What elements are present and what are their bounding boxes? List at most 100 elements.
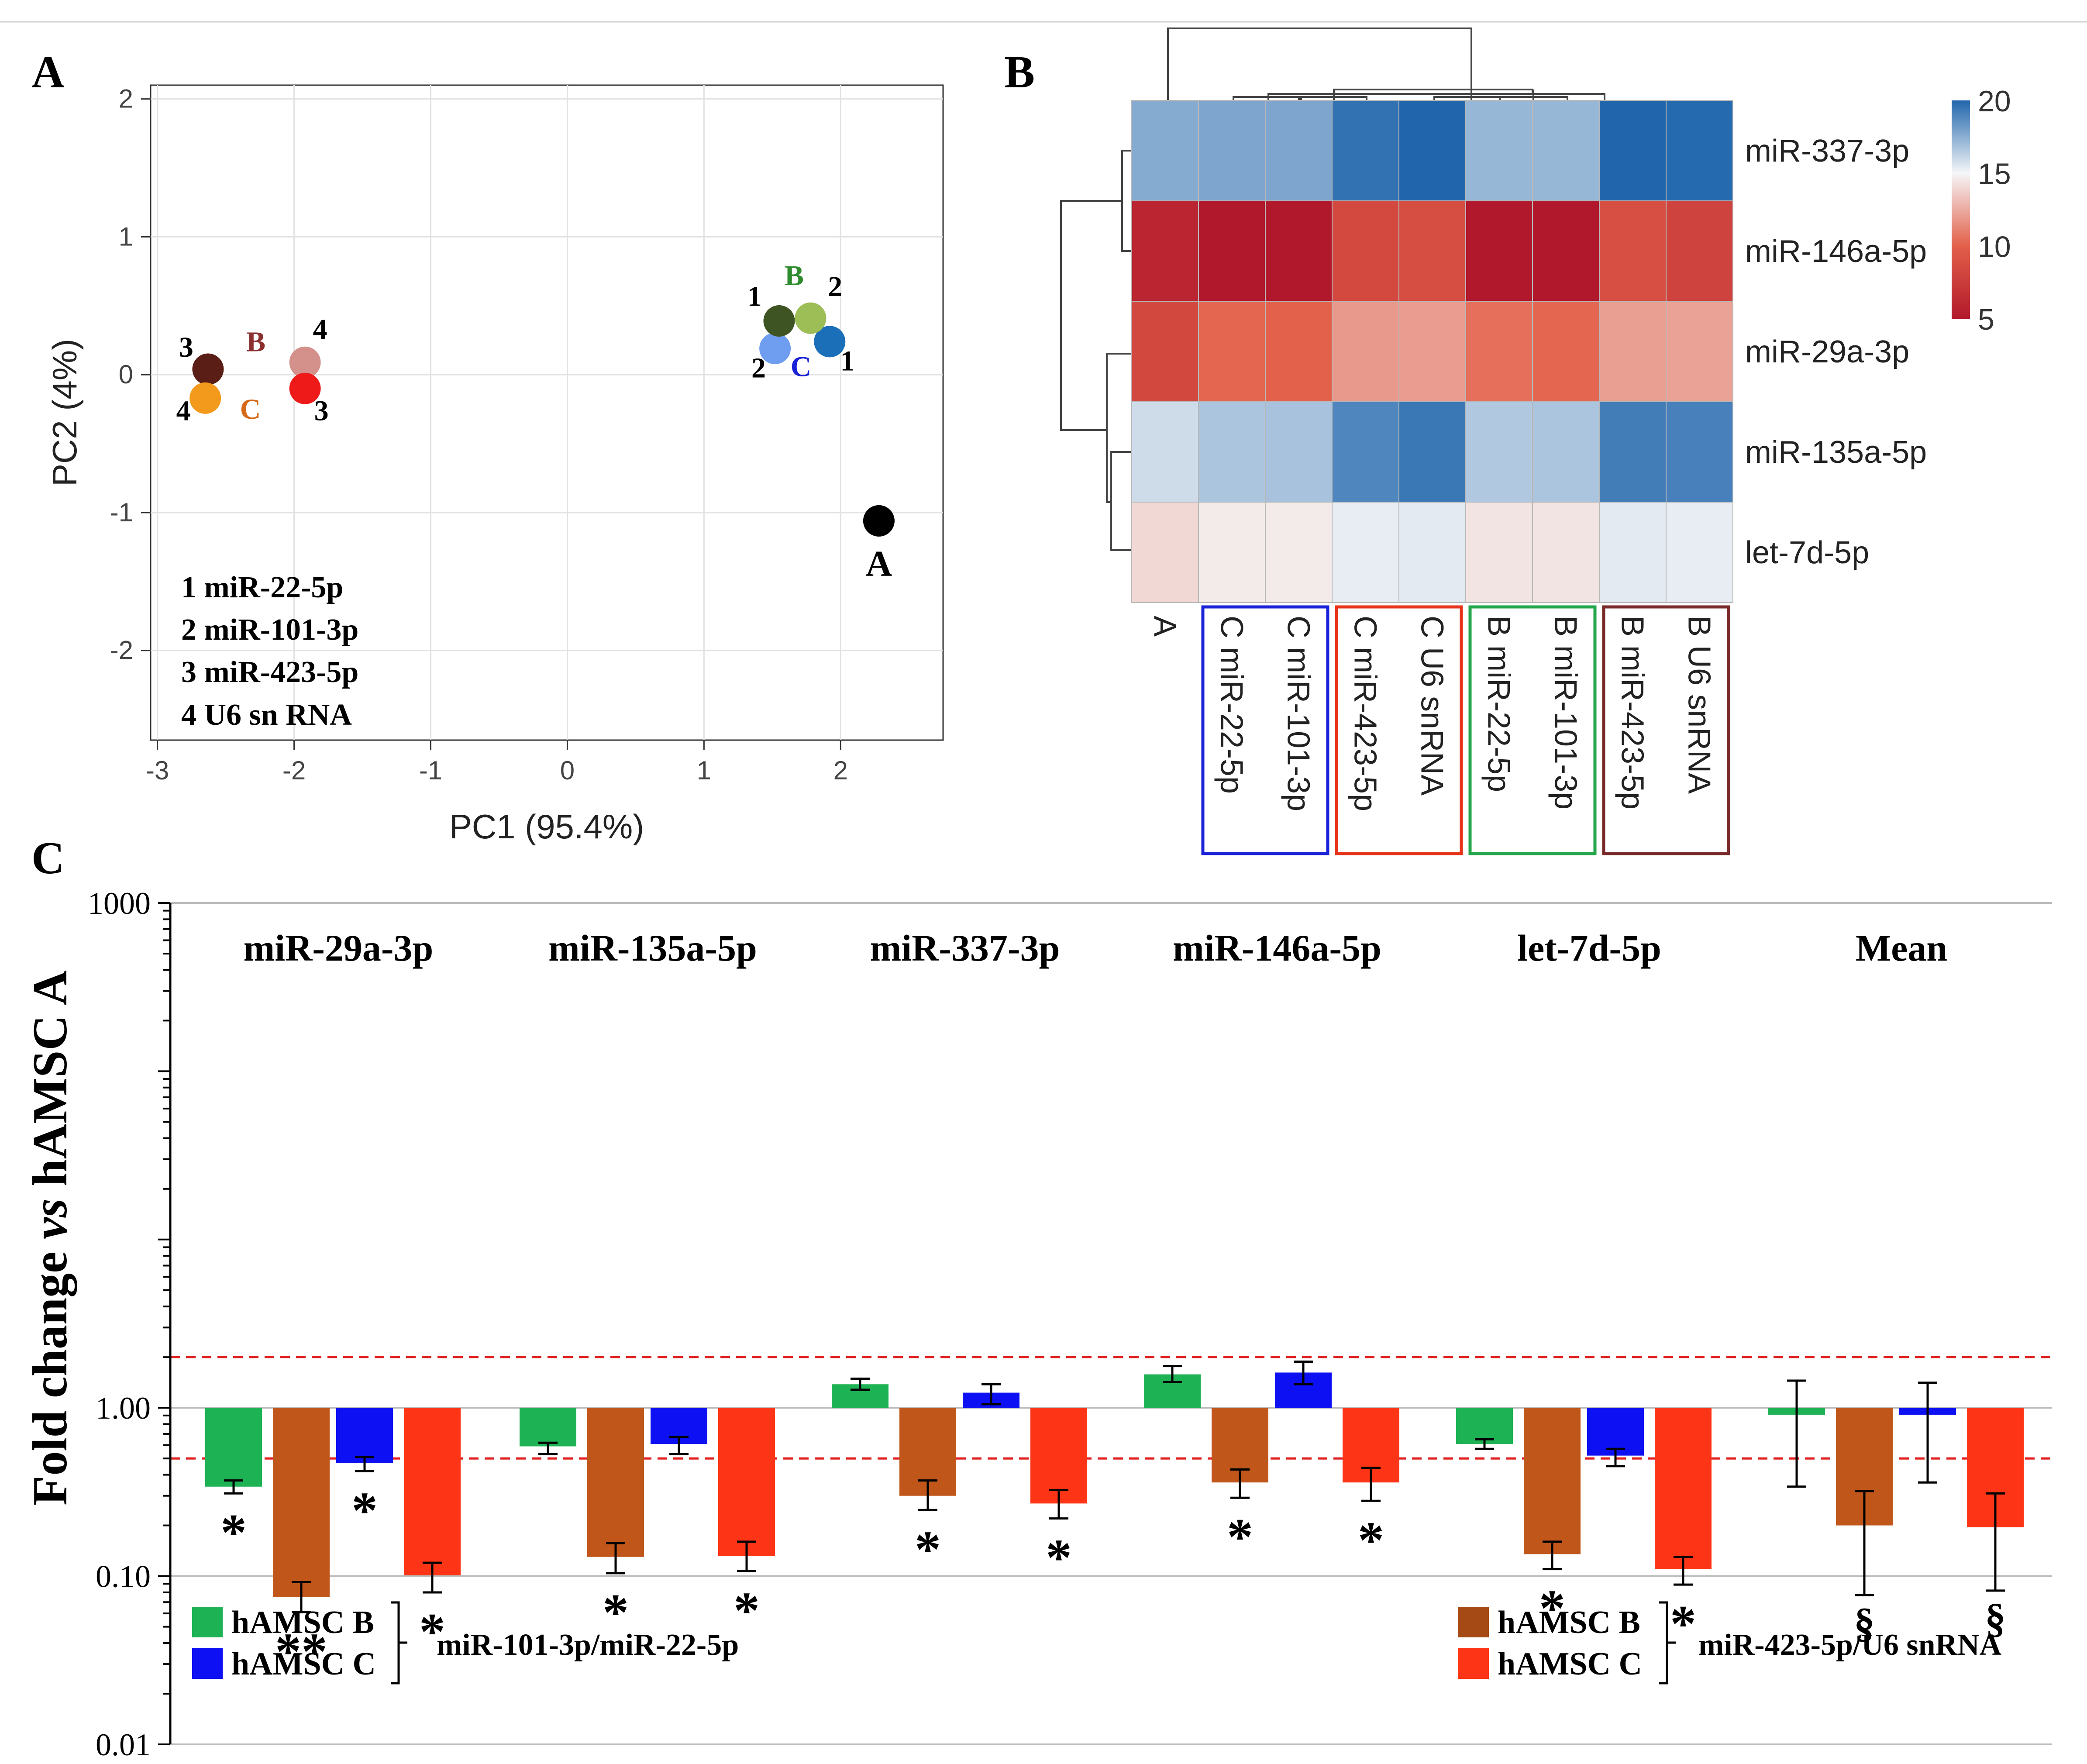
heatmap-cell <box>1332 301 1399 402</box>
bar <box>520 1408 576 1447</box>
colorbar-tick-label: 10 <box>1978 230 2011 263</box>
bar-series: ***** ** §** ** ** § <box>205 1361 2024 1680</box>
legend-group-label-left: miR-101-3p/miR-22-5p <box>437 1628 739 1662</box>
pca-x-tick-label: -2 <box>282 756 306 785</box>
heatmap-cell <box>1599 100 1667 201</box>
pca-x-tick-label: -3 <box>146 756 169 785</box>
pca-y-tick-label: 2 <box>119 84 133 114</box>
pca-annotation: 3 <box>314 395 329 427</box>
bar <box>1456 1408 1513 1444</box>
bar <box>205 1408 262 1487</box>
heatmap-cell <box>1332 502 1399 603</box>
heatmap-cell <box>1532 401 1600 503</box>
heatmap-column-label: A <box>1147 616 1182 637</box>
pca-annotation: 3 <box>179 331 193 363</box>
heatmap-group-box <box>1468 605 1597 855</box>
heatmap-cell <box>1666 401 1733 503</box>
bar-gridlines <box>170 902 2052 1745</box>
legend-label: hAMSC C <box>1498 1646 1642 1682</box>
heatmap-cells <box>1131 100 1733 603</box>
heatmap-row-label: miR-29a-3p <box>1745 334 1909 369</box>
bar <box>718 1408 775 1556</box>
heatmap-cell <box>1265 401 1333 503</box>
bar-legend: hAMSC B hAMSC C miR-101-3p/miR-22-5p hAM… <box>192 1601 2002 1685</box>
significance-mark: * <box>220 1503 247 1561</box>
significance-mark: * <box>1358 1511 1384 1569</box>
significance-mark: § <box>1985 1595 2006 1641</box>
pca-y-axis-label: PC2 (4%) <box>45 339 84 486</box>
bar-category-label: miR-29a-3p <box>244 927 434 969</box>
heatmap-cell <box>1465 502 1533 603</box>
heatmap-cell <box>1398 502 1466 603</box>
pca-x-axis-label: PC1 (95.4%) <box>449 807 644 846</box>
bar <box>1030 1408 1087 1504</box>
heatmap-cell <box>1599 502 1667 603</box>
legend-swatch-c-right <box>1458 1648 1489 1679</box>
legend-swatch-b-right <box>1458 1607 1489 1637</box>
bar <box>273 1408 330 1597</box>
pca-legend: 1 miR-22-5p 2 miR-101-3p 3 miR-423-5p 4 … <box>181 571 358 732</box>
heatmap-column-label: B U6 snRNA <box>1682 616 1717 794</box>
heatmap-cell <box>1131 301 1199 402</box>
legend-bracket-right <box>1659 1601 1676 1685</box>
pca-point <box>192 353 224 385</box>
pca-legend-item: 2 miR-101-3p <box>181 613 358 647</box>
pca-y-tick-label: 0 <box>119 360 133 389</box>
heatmap-cell <box>1599 301 1667 402</box>
bar-y-tick-label: 1000 <box>88 886 151 921</box>
heatmap-row-labels: miR-337-3p miR-146a-5p miR-29a-3p miR-135a-… <box>1745 134 1927 570</box>
bar-category-label: miR-337-3p <box>870 927 1060 969</box>
heatmap-cell <box>1666 301 1733 402</box>
pca-point <box>814 326 846 358</box>
heatmap-cell <box>1198 401 1266 503</box>
pca-point <box>189 382 221 414</box>
heatmap-row-label: let-7d-5p <box>1745 535 1869 570</box>
pca-annotation: C <box>791 351 812 382</box>
heatmap-cell <box>1265 200 1333 302</box>
bar <box>404 1408 461 1575</box>
heatmap-cell <box>1398 100 1466 201</box>
pca-y-tick-label: 1 <box>119 222 133 251</box>
pca-annotation: 4 <box>176 395 191 427</box>
heatmap-column-group-boxes <box>1201 605 1730 855</box>
pca-legend-item: 3 miR-423-5p <box>181 655 358 689</box>
heatmap-cell <box>1131 502 1199 603</box>
significance-mark: * <box>351 1481 378 1539</box>
pca-annotation: 4 <box>313 314 327 345</box>
significance-mark: * <box>1670 1595 1696 1653</box>
pca-axis-ticks: -3 -2 -1 0 1 2 -2 -1 0 1 2 <box>110 84 848 785</box>
heatmap-cell <box>1398 200 1466 302</box>
bar-y-axis-label: Fold change vs hAMSC A <box>23 970 77 1506</box>
pca-y-tick-label: -2 <box>110 636 133 665</box>
heatmap-cell <box>1265 100 1333 201</box>
bar-category-labels: miR-29a-3p miR-135a-5p miR-337-3p miR-146a-… <box>244 927 1947 969</box>
pca-annotation: B <box>246 326 265 358</box>
legend-bracket-left <box>391 1601 407 1685</box>
bar <box>1655 1408 1712 1569</box>
significance-mark: * <box>603 1583 629 1641</box>
row-dendrogram-branch <box>1121 150 1132 252</box>
heatmap-cell <box>1198 502 1266 603</box>
pca-plot-frame <box>150 84 944 741</box>
bar-y-tick-label: 1.00 <box>96 1391 151 1426</box>
bar-y-axis: 0.01 0.10 1.00 1000 <box>88 886 172 1762</box>
heatmap-cell <box>1131 200 1199 302</box>
column-dendrogram-branch <box>1333 89 1533 100</box>
heatmap-row-label: miR-135a-5p <box>1745 435 1927 470</box>
pca-point <box>289 346 321 378</box>
bar <box>1524 1408 1581 1554</box>
pca-annotation: B <box>785 260 804 292</box>
legend-swatch-c-left <box>192 1648 223 1679</box>
heatmap-group-box <box>1602 605 1730 855</box>
significance-mark: * <box>734 1581 760 1639</box>
heatmap-cell <box>1332 200 1399 302</box>
heatmap-cell <box>1465 301 1533 402</box>
bar <box>587 1408 644 1557</box>
heatmap-group-box <box>1335 605 1463 855</box>
heatmap-cell <box>1666 200 1733 302</box>
heatmap-cell <box>1666 100 1733 201</box>
significance-mark: * <box>419 1602 445 1661</box>
